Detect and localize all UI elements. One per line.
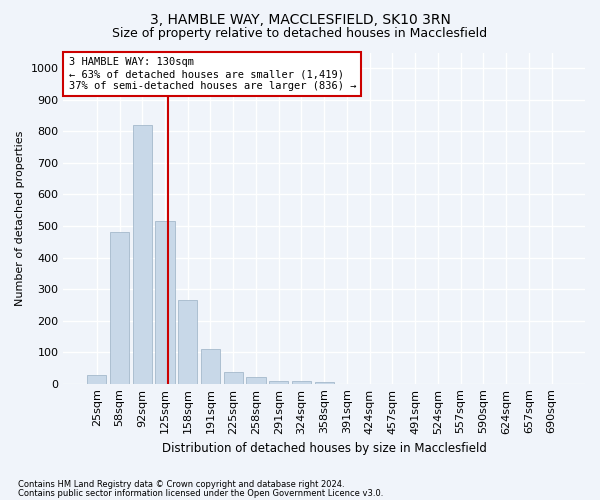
Text: 3, HAMBLE WAY, MACCLESFIELD, SK10 3RN: 3, HAMBLE WAY, MACCLESFIELD, SK10 3RN [149, 12, 451, 26]
Bar [155, 221, 175, 384]
Bar [87, 375, 106, 384]
Bar [314, 382, 334, 384]
Bar [201, 349, 220, 384]
Bar [224, 372, 243, 384]
Text: Contains HM Land Registry data © Crown copyright and database right 2024.: Contains HM Land Registry data © Crown c… [18, 480, 344, 489]
Bar [269, 380, 289, 384]
Bar [247, 378, 266, 384]
X-axis label: Distribution of detached houses by size in Macclesfield: Distribution of detached houses by size … [162, 442, 487, 455]
Text: Contains public sector information licensed under the Open Government Licence v3: Contains public sector information licen… [18, 488, 383, 498]
Bar [292, 381, 311, 384]
Bar [133, 125, 152, 384]
Y-axis label: Number of detached properties: Number of detached properties [15, 130, 25, 306]
Text: 3 HAMBLE WAY: 130sqm
← 63% of detached houses are smaller (1,419)
37% of semi-de: 3 HAMBLE WAY: 130sqm ← 63% of detached h… [68, 58, 356, 90]
Text: Size of property relative to detached houses in Macclesfield: Size of property relative to detached ho… [112, 28, 488, 40]
Bar [110, 232, 129, 384]
Bar [178, 300, 197, 384]
